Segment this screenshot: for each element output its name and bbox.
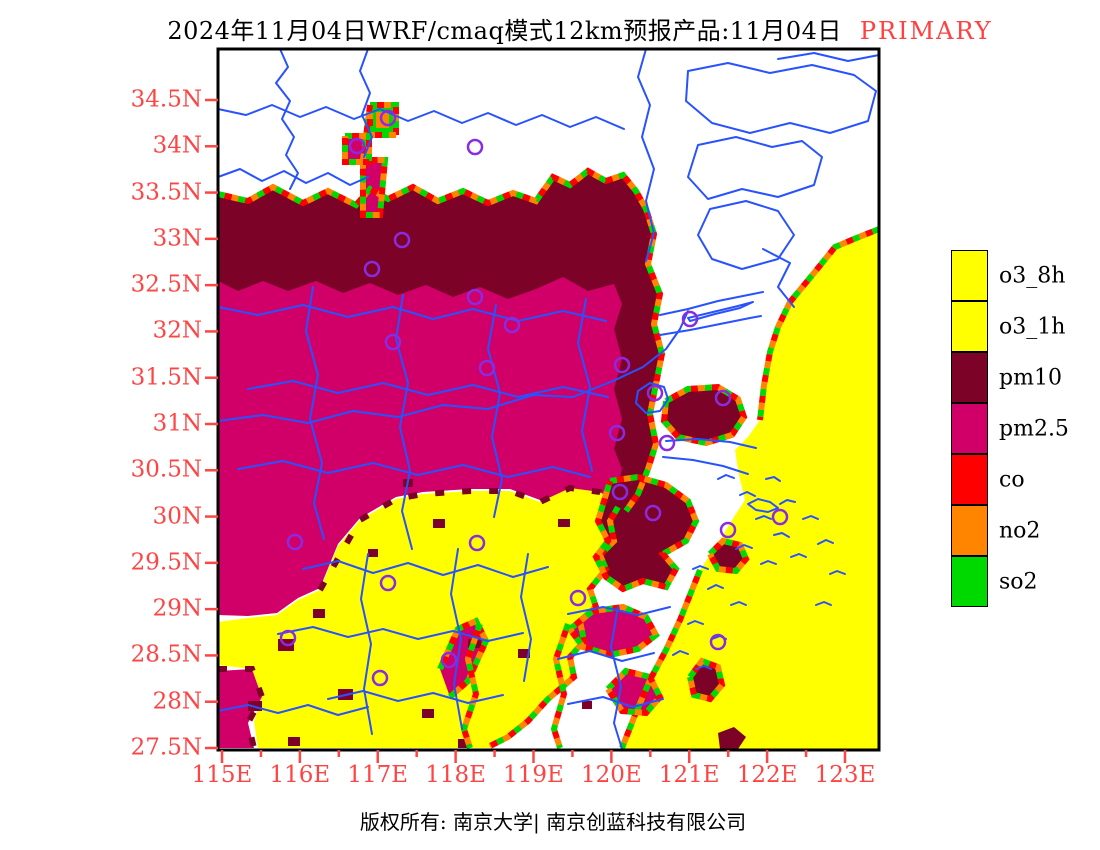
city-marker (714, 389, 732, 407)
legend-color-swatch (951, 556, 988, 607)
legend-row: no2 (951, 505, 1100, 556)
region-pm10-coastal-mass (596, 477, 696, 589)
x-axis-label: 122E (736, 762, 798, 788)
city-marker (658, 434, 676, 452)
city-marker (379, 109, 397, 127)
x-axis-label: 121E (658, 762, 720, 788)
city-marker (363, 260, 381, 278)
legend-color-swatch (951, 454, 988, 505)
y-axis-label: 33.5N (130, 179, 202, 206)
city-marker (569, 589, 587, 607)
y-axis-label: 30N (152, 503, 202, 530)
city-marker (440, 651, 458, 669)
city-marker (646, 384, 664, 402)
boundary-lines (217, 48, 880, 750)
city-marker (681, 310, 699, 328)
city-marker (719, 521, 737, 539)
page-title: 2024年11月04日WRF/cmaq模式12km预报产品:11月04日 PRIM… (167, 11, 992, 46)
city-marker (286, 533, 304, 551)
x-axis-label: 118E (425, 762, 486, 788)
region-pm10-bulge (664, 387, 744, 443)
y-axis-label: 28N (152, 688, 202, 715)
patch-pm10-coastJ (718, 727, 746, 749)
y-axis-label: 30.5N (130, 456, 202, 483)
region-pm10-band (218, 169, 662, 511)
city-marker (279, 629, 297, 647)
city-marker (348, 137, 366, 155)
city-marker (611, 483, 629, 501)
legend-label: co (999, 467, 1025, 492)
y-axis-label: 27.5N (130, 734, 202, 761)
copyright-text: 版权所有: 南京大学| 南京创蓝科技有限公司 (359, 810, 747, 834)
legend-label: so2 (999, 569, 1038, 594)
city-marker (644, 504, 662, 522)
title-text: 2024年11月04日WRF/cmaq模式12km预报产品:11月04日 (167, 17, 842, 45)
city-marker (466, 288, 484, 306)
legend-row: pm2.5 (951, 403, 1100, 454)
city-markers (279, 109, 789, 687)
y-axis-label: 31N (152, 410, 202, 437)
legend-row: o3_8h (951, 250, 1100, 301)
city-marker (379, 574, 397, 592)
city-marker (608, 424, 626, 442)
legend-row: o3_1h (951, 301, 1100, 352)
x-axis-label: 120E (581, 762, 642, 788)
legend-color-swatch (951, 250, 988, 301)
region-o3-southwest (218, 488, 618, 748)
city-marker (466, 138, 484, 156)
region-o3-sea (620, 227, 879, 750)
legend-color-swatch (951, 352, 988, 403)
city-marker (384, 333, 402, 351)
city-marker (709, 633, 727, 651)
y-axis-label: 29N (152, 595, 202, 622)
city-marker (478, 359, 496, 377)
city-marker (503, 316, 521, 334)
x-axis-label: 116E (269, 762, 331, 788)
axis-ticks (205, 98, 847, 763)
legend-label: pm10 (999, 365, 1062, 390)
y-axis-label: 31.5N (130, 364, 202, 391)
legend-row: pm10 (951, 352, 1100, 403)
y-axis-label: 32.5N (130, 271, 202, 298)
y-axis-label: 28.5N (130, 641, 202, 668)
legend-label: o3_8h (999, 263, 1066, 288)
legend-color-swatch (951, 301, 988, 352)
city-marker (371, 669, 389, 687)
city-marker (613, 356, 631, 374)
pm10-dash-edges (218, 484, 620, 749)
city-marker (771, 508, 789, 526)
legend-color-swatch (951, 403, 988, 454)
y-axis-label: 33N (152, 225, 202, 252)
y-axis-label: 32N (152, 317, 202, 344)
legend-color-swatch (951, 505, 988, 556)
city-marker (468, 534, 486, 552)
map-plot-area (216, 47, 881, 752)
x-axis-label: 119E (503, 762, 564, 788)
y-axis-label: 29.5N (130, 549, 202, 576)
region-pm25-bottomleft (218, 669, 262, 748)
fringe-edges (217, 102, 881, 750)
x-axis-label: 123E (814, 762, 876, 788)
legend-label: o3_1h (999, 314, 1066, 339)
legend-row: co (951, 454, 1100, 505)
x-axis-label: 115E (191, 762, 253, 788)
legend-row: so2 (951, 556, 1100, 607)
legend-label: no2 (999, 518, 1041, 543)
map-border (216, 47, 881, 752)
y-axis-label: 34.5N (130, 86, 202, 113)
pollutant-tag: PRIMARY (859, 17, 993, 45)
city-marker (393, 231, 411, 249)
y-axis-label: 34N (152, 132, 202, 159)
legend-label: pm2.5 (999, 416, 1069, 441)
x-axis-label: 117E (347, 762, 409, 788)
